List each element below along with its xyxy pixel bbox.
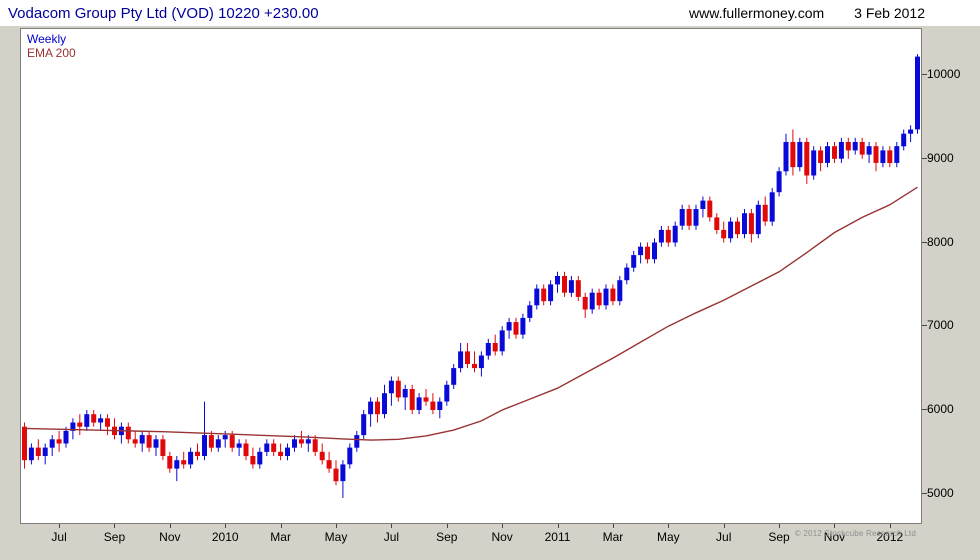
y-axis-label: 8000: [927, 234, 954, 249]
plot-area: Weekly EMA 200: [20, 28, 922, 524]
x-axis-label: Nov: [159, 530, 181, 544]
website-text: www.fullermoney.com: [689, 5, 825, 21]
x-axis-tick: [114, 524, 116, 528]
chart-header: Vodacom Group Pty Ltd (VOD) 10220 +230.0…: [0, 0, 980, 26]
x-axis-label: Jul: [383, 530, 400, 544]
timeframe-label: Weekly: [27, 32, 67, 46]
date-label: 3 Feb 2012: [854, 5, 925, 21]
y-axis-tick: [922, 157, 927, 159]
y-axis-tick: [922, 492, 927, 494]
x-axis-tick: [169, 524, 171, 528]
x-axis-tick: [446, 524, 448, 528]
x-axis-label: Jul: [51, 530, 67, 544]
y-axis-tick: [922, 325, 927, 327]
x-axis-tick: [889, 524, 891, 528]
y-axis-tick: [922, 408, 927, 410]
y-axis-label: 6000: [927, 401, 954, 416]
x-axis-tick: [280, 524, 282, 528]
x-axis-label: May: [656, 530, 680, 544]
instrument-title: Vodacom Group Pty Ltd (VOD) 10220 +230.0…: [8, 4, 319, 22]
x-axis-tick: [336, 524, 337, 528]
y-axis-label: 10000: [927, 67, 961, 82]
x-axis-label: Nov: [491, 530, 513, 544]
x-axis-tick: [225, 524, 227, 528]
x-axis-label: Nov: [823, 530, 846, 544]
x-axis-label: Sep: [103, 530, 126, 544]
x-axis-label: Sep: [768, 530, 790, 544]
x-axis-tick: [779, 524, 781, 528]
x-axis-label: Sep: [436, 530, 458, 544]
x-axis-tick: [59, 524, 61, 528]
plot-svg: [22, 54, 920, 498]
ema-label: EMA 200: [27, 46, 76, 60]
y-axis-label: 5000: [927, 485, 954, 500]
y-axis-tick: [922, 74, 927, 76]
x-axis-label: 2011: [544, 530, 571, 544]
chart-region: Weekly EMA 200 5000 6000 7000 8000 9000 10000…: [0, 26, 980, 560]
x-axis-tick: [834, 524, 836, 528]
legend: Weekly EMA 200: [27, 32, 76, 60]
x-axis-tick: [668, 524, 670, 528]
x-axis-label: May: [324, 530, 348, 544]
x-axis-tick: [557, 524, 559, 528]
x-axis-tick: [502, 524, 504, 528]
y-axis-tick: [922, 241, 927, 243]
x-axis-label: Jul: [716, 530, 732, 544]
x-axis-label: 2010: [211, 530, 239, 544]
y-axis-label: 9000: [927, 150, 954, 165]
x-axis-tick: [391, 524, 393, 528]
x-axis-label: Mar: [270, 530, 291, 544]
x-axis-label: 2012: [876, 530, 904, 544]
copyright-notice: © 2012 Stockcube Research Ltd: [794, 529, 916, 538]
x-axis-tick: [612, 524, 614, 528]
x-axis-tick: [723, 524, 725, 528]
y-axis-label: 7000: [927, 318, 954, 333]
x-axis-label: Mar: [602, 530, 624, 544]
